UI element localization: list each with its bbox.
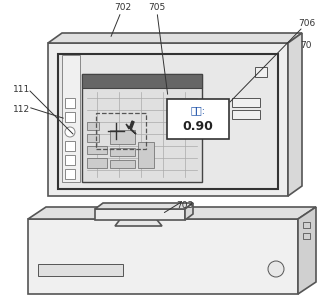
Bar: [65, 141, 75, 151]
Bar: [82, 74, 202, 88]
Bar: [110, 130, 135, 144]
Polygon shape: [95, 203, 193, 209]
Text: 705: 705: [149, 2, 166, 12]
Bar: [58, 54, 278, 189]
Text: 111: 111: [13, 85, 31, 94]
Bar: [255, 67, 267, 77]
Bar: [28, 219, 298, 294]
Bar: [65, 169, 75, 179]
Text: 0.90: 0.90: [182, 120, 213, 133]
Text: ←: ←: [208, 112, 214, 120]
Bar: [38, 264, 123, 276]
Bar: [110, 160, 135, 168]
Polygon shape: [288, 33, 302, 196]
Bar: [303, 233, 310, 239]
Bar: [87, 122, 99, 130]
Text: ↑: ↑: [214, 105, 221, 115]
Text: 70: 70: [300, 42, 312, 50]
Bar: [65, 98, 75, 108]
Bar: [87, 134, 99, 142]
Bar: [167, 99, 229, 139]
Bar: [96, 113, 146, 149]
Polygon shape: [48, 33, 302, 43]
Bar: [82, 74, 202, 182]
Circle shape: [65, 127, 75, 137]
Bar: [138, 142, 154, 168]
Text: 702: 702: [115, 2, 132, 12]
Text: 总分:: 总分:: [191, 105, 206, 115]
Bar: [62, 55, 80, 182]
Bar: [65, 155, 75, 165]
Bar: [48, 43, 288, 196]
Polygon shape: [28, 207, 316, 219]
Circle shape: [268, 261, 284, 277]
Bar: [87, 158, 107, 168]
Text: →: →: [221, 112, 228, 120]
Polygon shape: [126, 121, 136, 134]
Polygon shape: [298, 207, 316, 294]
Text: 703: 703: [176, 202, 194, 210]
Bar: [110, 148, 135, 156]
Bar: [95, 209, 185, 220]
Text: 112: 112: [13, 105, 31, 113]
Polygon shape: [115, 209, 162, 226]
Bar: [232, 110, 260, 119]
Bar: [232, 98, 260, 107]
Text: ↓: ↓: [214, 118, 221, 126]
Bar: [303, 222, 310, 228]
Polygon shape: [185, 203, 193, 220]
Bar: [87, 146, 107, 154]
Text: 706: 706: [298, 19, 316, 29]
Bar: [65, 112, 75, 122]
